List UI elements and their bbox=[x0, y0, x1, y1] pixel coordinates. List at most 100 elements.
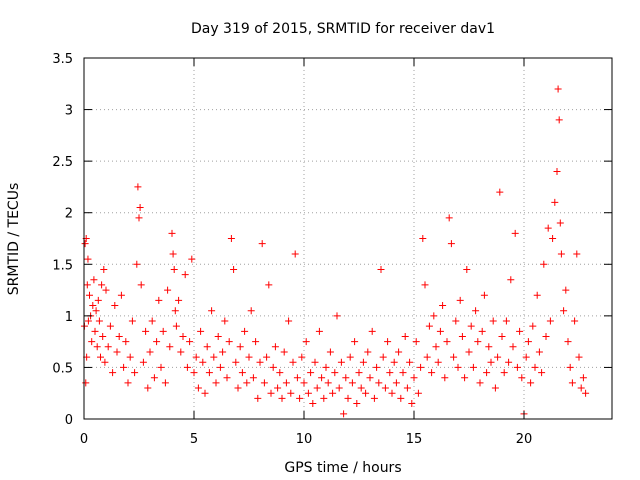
data-point bbox=[95, 317, 103, 325]
data-point bbox=[399, 369, 407, 377]
data-point bbox=[414, 389, 422, 397]
data-point bbox=[300, 379, 308, 387]
data-point bbox=[494, 353, 502, 361]
data-point bbox=[298, 353, 306, 361]
data-point bbox=[364, 348, 372, 356]
data-point bbox=[199, 358, 207, 366]
plot-frame bbox=[83, 57, 613, 420]
data-point bbox=[291, 250, 299, 258]
data-point bbox=[522, 353, 530, 361]
data-point bbox=[355, 369, 363, 377]
y-tick-label: 0 bbox=[65, 413, 73, 428]
data-point bbox=[181, 271, 189, 279]
data-point bbox=[197, 327, 205, 335]
data-point bbox=[106, 322, 114, 330]
data-point bbox=[139, 358, 147, 366]
data-point bbox=[439, 302, 447, 310]
data-point bbox=[313, 384, 321, 392]
data-point bbox=[368, 327, 376, 335]
data-point bbox=[137, 281, 145, 289]
data-point bbox=[186, 338, 194, 346]
data-point bbox=[208, 307, 216, 315]
data-point bbox=[134, 183, 142, 191]
data-point bbox=[146, 348, 154, 356]
grid-layer bbox=[84, 58, 612, 419]
data-point bbox=[425, 322, 433, 330]
data-point bbox=[359, 358, 367, 366]
data-point bbox=[441, 374, 449, 382]
data-point bbox=[322, 363, 330, 371]
data-point bbox=[159, 327, 167, 335]
data-point bbox=[518, 374, 526, 382]
data-point bbox=[458, 332, 466, 340]
data-point bbox=[346, 353, 354, 361]
data-point bbox=[232, 358, 240, 366]
data-point bbox=[472, 307, 480, 315]
data-point bbox=[89, 302, 97, 310]
data-point bbox=[194, 384, 202, 392]
data-point bbox=[82, 379, 90, 387]
data-point bbox=[436, 327, 444, 335]
data-point bbox=[296, 394, 304, 402]
data-point bbox=[81, 240, 89, 248]
data-point bbox=[447, 240, 455, 248]
data-point bbox=[214, 332, 222, 340]
data-point bbox=[544, 224, 552, 232]
data-point bbox=[98, 281, 106, 289]
data-point bbox=[230, 265, 238, 273]
data-point bbox=[527, 379, 535, 387]
data-point bbox=[351, 338, 359, 346]
data-point bbox=[388, 389, 396, 397]
data-point bbox=[148, 317, 156, 325]
data-point bbox=[516, 327, 524, 335]
data-point bbox=[551, 198, 559, 206]
data-point bbox=[169, 250, 177, 258]
data-point bbox=[122, 338, 130, 346]
data-point bbox=[225, 338, 233, 346]
data-point bbox=[267, 389, 275, 397]
data-point bbox=[428, 369, 436, 377]
data-point bbox=[221, 317, 229, 325]
data-point bbox=[456, 296, 464, 304]
data-point bbox=[502, 317, 510, 325]
data-point bbox=[454, 363, 462, 371]
data-point bbox=[99, 332, 107, 340]
x-tick-label: 0 bbox=[80, 432, 88, 447]
data-point bbox=[381, 384, 389, 392]
data-point bbox=[331, 369, 339, 377]
data-point bbox=[326, 348, 334, 356]
data-point bbox=[423, 353, 431, 361]
data-point bbox=[564, 338, 572, 346]
data-point bbox=[568, 379, 576, 387]
data-point bbox=[157, 363, 165, 371]
data-point bbox=[419, 235, 427, 242]
data-point bbox=[315, 327, 323, 335]
data-point bbox=[280, 348, 288, 356]
data-point bbox=[254, 394, 262, 402]
data-point bbox=[511, 229, 519, 237]
data-point bbox=[115, 332, 123, 340]
data-point bbox=[155, 296, 163, 304]
data-point bbox=[524, 338, 532, 346]
data-point bbox=[144, 384, 152, 392]
data-point bbox=[445, 214, 453, 222]
x-tick-label: 20 bbox=[516, 432, 533, 447]
data-point bbox=[480, 291, 488, 299]
data-point bbox=[92, 307, 100, 315]
y-tick-label: 1.5 bbox=[52, 258, 73, 273]
data-point bbox=[397, 394, 405, 402]
data-point bbox=[117, 291, 125, 299]
data-point bbox=[335, 384, 343, 392]
data-point bbox=[478, 327, 486, 335]
data-point bbox=[83, 281, 91, 289]
data-point bbox=[406, 358, 414, 366]
x-axis-label: GPS time / hours bbox=[284, 460, 401, 476]
data-point bbox=[101, 358, 109, 366]
data-point bbox=[379, 353, 387, 361]
data-point bbox=[111, 302, 119, 310]
data-point bbox=[285, 317, 293, 325]
data-point bbox=[529, 322, 537, 330]
chart-title: Day 319 of 2015, SRMTID for receiver dav… bbox=[191, 21, 495, 37]
data-point bbox=[113, 348, 121, 356]
data-point bbox=[309, 400, 317, 408]
